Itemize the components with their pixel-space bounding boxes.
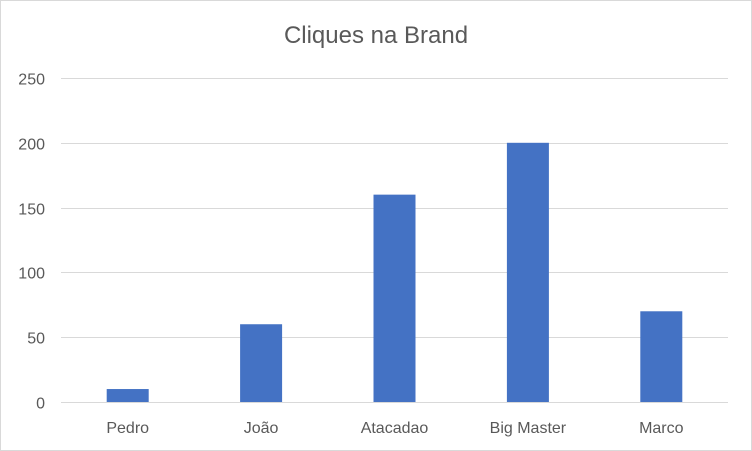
x-tick-label: Marco <box>639 420 684 437</box>
y-tick-label: 150 <box>18 202 45 219</box>
x-tick-label: Pedro <box>106 420 149 437</box>
x-axis-tick-labels: Pedro João Atacadao Big Master Marco <box>106 420 683 437</box>
y-tick-label: 200 <box>18 137 45 154</box>
bars <box>106 142 683 403</box>
bar-atacadao <box>373 194 416 402</box>
x-tick-label: João <box>244 420 279 437</box>
chart-title: Cliques na Brand <box>283 22 469 49</box>
y-tick-label: 100 <box>18 266 45 283</box>
x-tick-label: Big Master <box>490 420 567 437</box>
y-axis-tick-labels: 0 50 100 150 200 250 <box>18 72 45 413</box>
y-tick-label: 50 <box>27 331 45 348</box>
bar-marco <box>640 311 683 402</box>
bar-pedro <box>106 389 149 402</box>
x-tick-label: Atacadao <box>361 420 429 437</box>
y-tick-label: 250 <box>18 72 45 89</box>
y-tick-label: 0 <box>36 396 45 413</box>
bar-jo-o <box>240 324 283 402</box>
bar-big-master <box>506 142 549 403</box>
